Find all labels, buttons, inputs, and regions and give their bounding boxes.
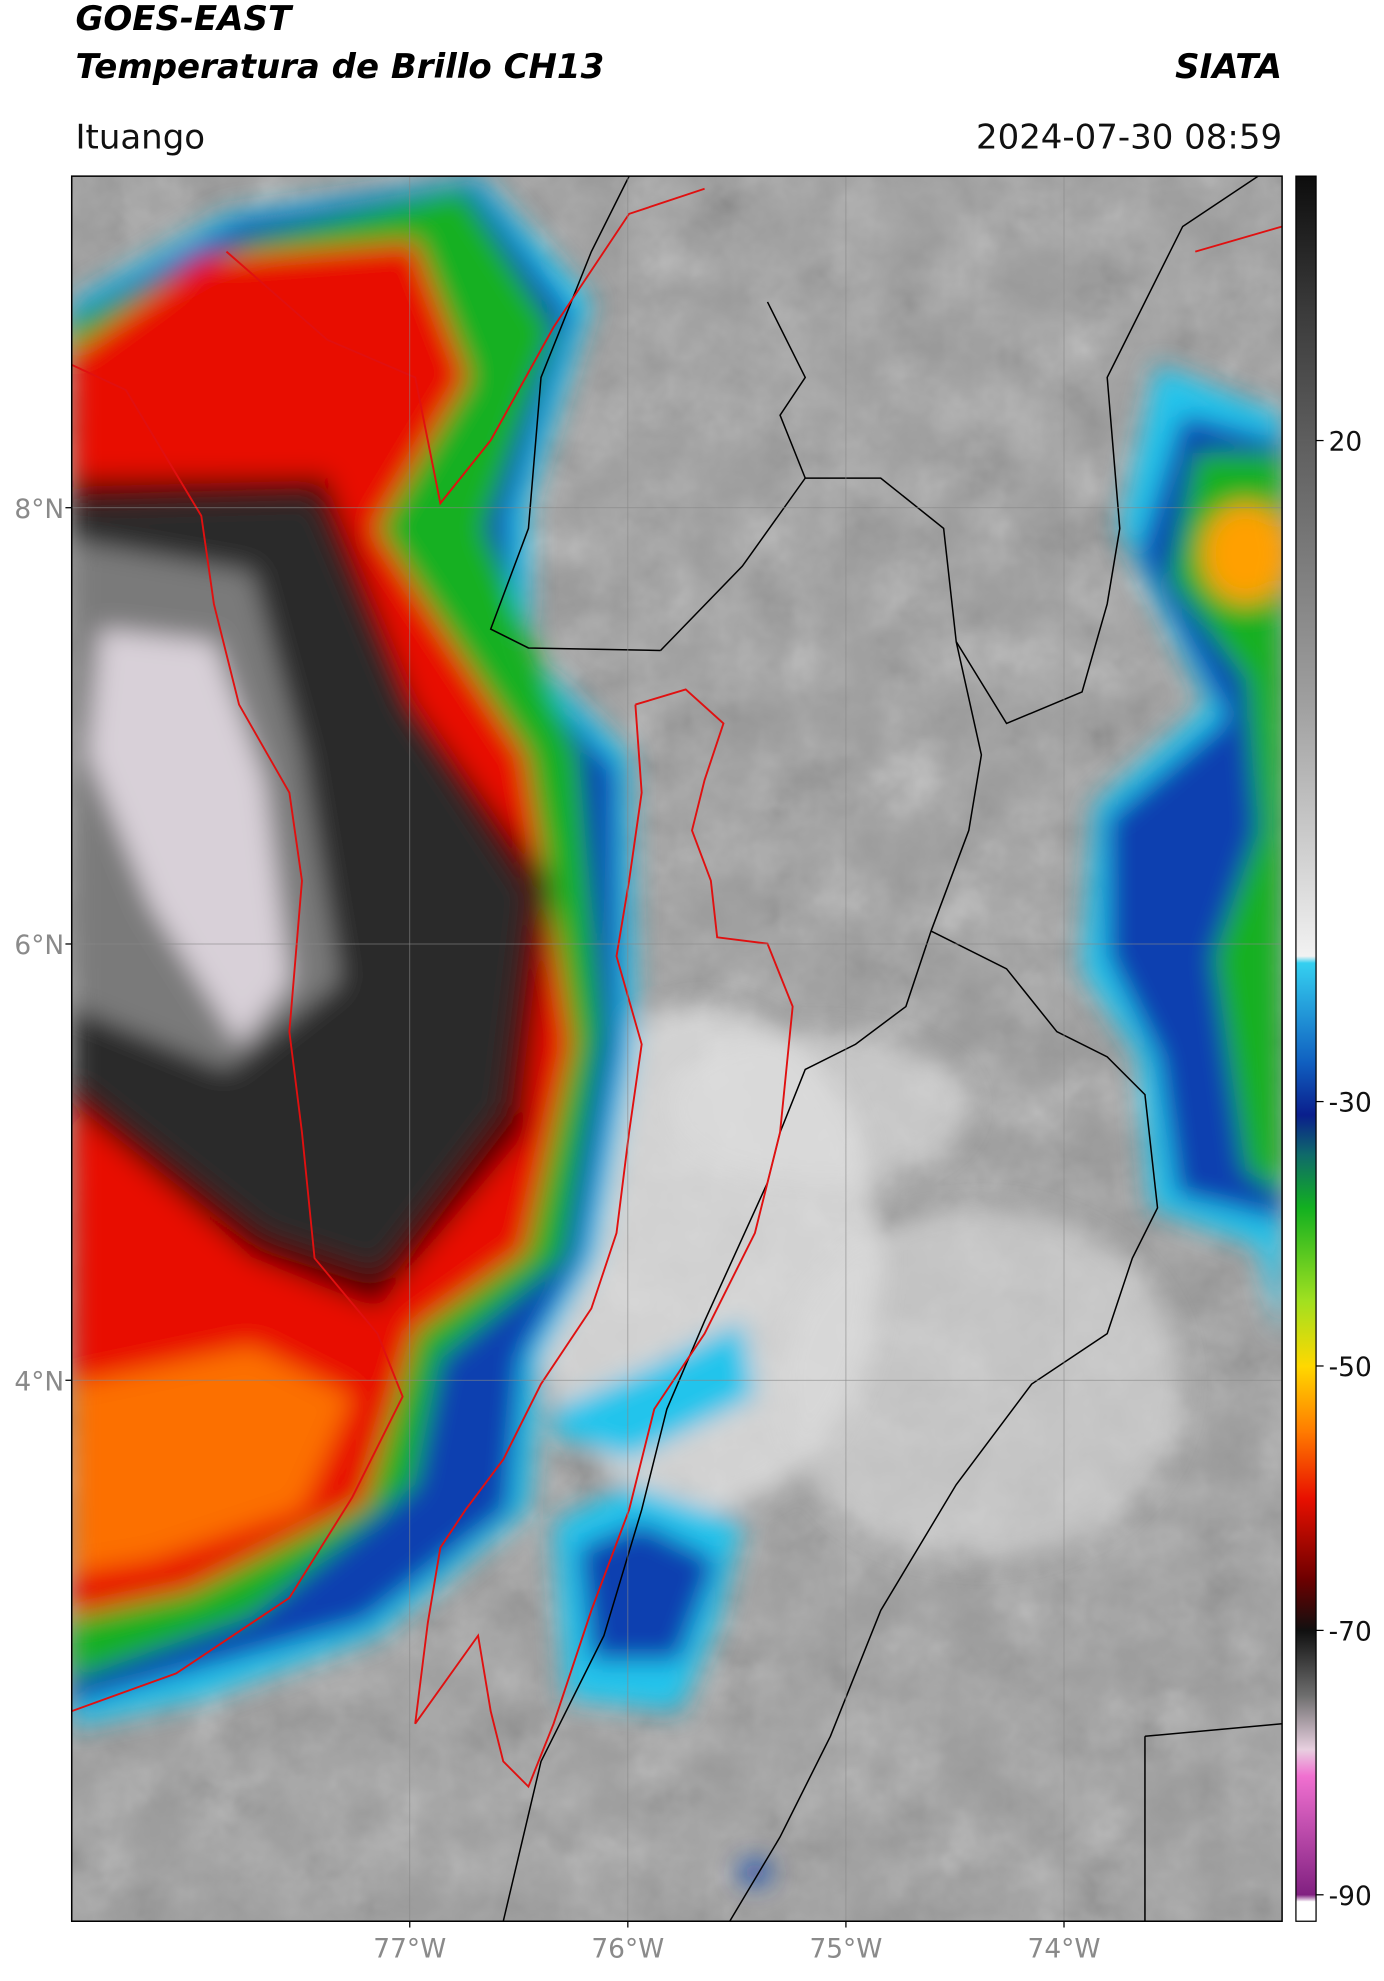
timestamp: 2024-07-30 08:59 [976,117,1282,157]
colorbar-tick-label: -30 [1329,1088,1372,1119]
colorbar-segment [1295,1775,1317,1896]
subtitle: Temperatura de Brillo CH13 [75,47,604,87]
colorbar-segment [1295,1061,1317,1116]
lon-tick-label: 75°W [809,1934,882,1965]
lat-tick-label: 4°N [14,1366,64,1397]
region-outline [71,187,1283,1789]
colorbar-segment [1295,308,1317,441]
colorbar-tick-label: -90 [1329,1881,1372,1912]
colorbar-tick-label: -70 [1329,1616,1372,1647]
agency: SIATA [1175,47,1282,87]
lat-tick-label: 8°N [14,494,64,525]
colorbar-segment [1295,1749,1317,1777]
colorbar-segment [1295,1696,1317,1750]
colorbar-segment [1295,1630,1317,1697]
colorbar-segment [1295,1154,1317,1208]
colorbar: 20 -30 -50 -70 -90 [1295,176,1372,1922]
location: Ituango [75,117,205,157]
lon-tick-label: 77°W [373,1934,446,1965]
colorbar-tick-label: -50 [1329,1352,1372,1383]
colorbar-segment [1295,1498,1317,1578]
title: GOES-EAST [75,0,293,39]
colorbar-segment [1295,704,1317,957]
colorbar-segment [1295,176,1317,309]
colorbar-segment [1295,1901,1317,1922]
map-frame [70,175,1283,1922]
colorbar-segment [1295,1114,1317,1155]
colorbar-segment [1295,1577,1317,1631]
colorbar-segment [1295,1207,1317,1301]
satellite-image [71,176,1283,1922]
lat-tick-label: 6°N [14,930,64,961]
lon-tick-label: 76°W [591,1934,664,1965]
colorbar-segment [1295,962,1317,1063]
lon-tick-label: 74°W [1028,1934,1101,1965]
colorbar-segment [1295,1432,1317,1499]
colorbar-segment [1295,1894,1317,1902]
colorbar-segment [1295,956,1317,964]
colorbar-tick-label: 20 [1329,427,1363,458]
colorbar-frame [1295,175,1317,1922]
colorbar-segment [1295,1365,1317,1433]
colorbar-segment [1295,440,1317,706]
colorbar-segment [1295,1299,1317,1367]
grid [71,176,1283,1922]
